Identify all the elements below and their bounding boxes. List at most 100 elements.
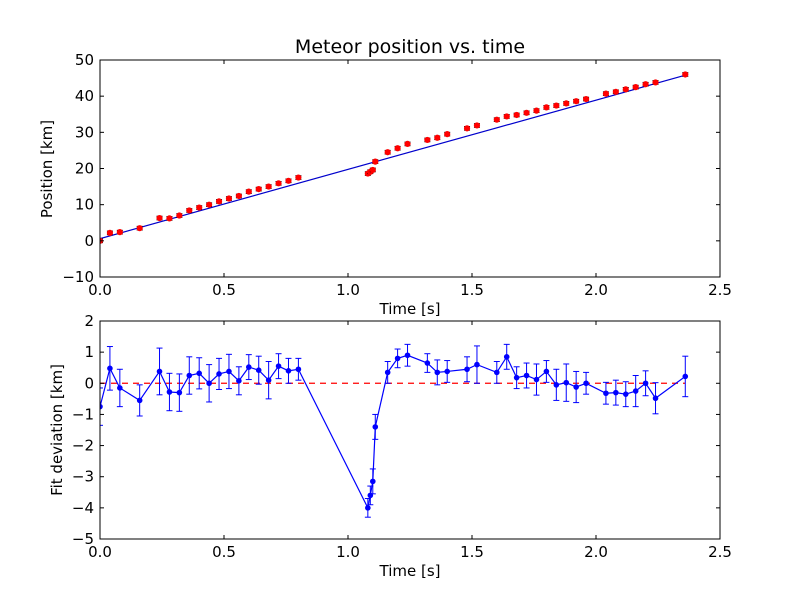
- position-point: [196, 204, 203, 211]
- position-point: [206, 201, 213, 208]
- deviation-y-tick-label: 0: [84, 374, 94, 392]
- position-point: [513, 111, 520, 119]
- deviation-y-tick-label: 1: [84, 343, 94, 361]
- position-marker: [225, 195, 233, 202]
- position-marker: [116, 229, 123, 236]
- position-marker: [156, 214, 163, 222]
- deviation-point: [367, 492, 374, 499]
- position-chart: Meteor position vs. time 0.0 0.5 1.0 1.5 2.0…: [38, 36, 732, 318]
- position-point: [612, 88, 619, 95]
- deviation-point: [206, 380, 212, 387]
- position-point: [116, 229, 123, 236]
- position-point: [503, 113, 510, 120]
- position-point: [553, 102, 560, 109]
- deviation-point: [265, 377, 272, 383]
- deviation-point: [523, 372, 530, 379]
- deviation-point: [563, 379, 570, 386]
- position-point: [235, 192, 242, 200]
- deviation-point: [295, 366, 302, 373]
- position-x-tick-label: 0.0: [88, 281, 112, 299]
- position-point: [369, 166, 376, 174]
- deviation-point: [156, 368, 163, 375]
- position-marker: [424, 136, 431, 144]
- position-marker: [106, 229, 114, 236]
- deviation-point: [464, 366, 470, 373]
- position-point: [265, 183, 272, 190]
- position-x-tick-label: 1.5: [460, 281, 484, 299]
- position-marker: [404, 140, 411, 148]
- deviation-y-tick-label: −3: [72, 468, 94, 486]
- deviation-point: [176, 389, 183, 396]
- deviation-point: [255, 367, 262, 374]
- position-point: [463, 125, 471, 132]
- deviation-point: [196, 370, 202, 377]
- deviation-point: [216, 371, 222, 377]
- position-point: [424, 136, 431, 144]
- position-point: [533, 107, 540, 114]
- position-point: [372, 158, 379, 165]
- position-marker: [196, 204, 203, 211]
- deviation-x-tick-label: 0.0: [88, 543, 112, 561]
- position-marker: [473, 122, 481, 129]
- position-y-tick-label: 50: [75, 51, 94, 69]
- deviation-point: [372, 424, 379, 430]
- position-y-tick-label: 40: [75, 87, 94, 105]
- position-point: [285, 177, 292, 184]
- position-point: [394, 145, 401, 152]
- position-x-tick-label: 2.5: [708, 281, 732, 299]
- position-point: [215, 198, 223, 205]
- position-marker: [235, 192, 242, 200]
- position-marker: [543, 104, 550, 111]
- position-marker: [285, 177, 292, 184]
- deviation-point: [533, 376, 540, 383]
- position-marker: [622, 86, 629, 93]
- deviation-point: [503, 354, 510, 360]
- deviation-point: [136, 397, 143, 404]
- position-point: [682, 71, 689, 78]
- deviation-point: [513, 374, 520, 381]
- deviation-point: [100, 403, 103, 410]
- deviation-point: [365, 505, 371, 511]
- position-x-tick-label: 2.0: [584, 281, 608, 299]
- position-marker: [176, 212, 183, 219]
- position-marker: [434, 134, 441, 141]
- position-point: [602, 90, 610, 97]
- position-point: [444, 131, 451, 138]
- position-point: [404, 140, 411, 148]
- position-marker: [372, 158, 379, 165]
- position-point: [136, 225, 143, 232]
- deviation-y-tick-label: −2: [72, 437, 94, 455]
- deviation-point: [226, 368, 232, 375]
- position-marker: [612, 88, 619, 95]
- position-point: [543, 104, 550, 111]
- position-marker: [255, 186, 262, 193]
- deviation-axes: 0.0 0.5 1.0 1.5 2.0 2.5 −5 −4 −3 −2 −1 0 1 2: [72, 312, 732, 561]
- position-marks: [100, 71, 689, 244]
- position-point: [156, 214, 163, 222]
- position-marker: [533, 107, 540, 114]
- position-marker: [444, 131, 451, 138]
- position-marker: [384, 149, 391, 156]
- deviation-point: [553, 382, 560, 388]
- deviation-plot-area: [100, 343, 689, 518]
- deviation-point: [186, 372, 193, 379]
- position-point: [622, 86, 629, 93]
- deviation-point: [444, 368, 451, 375]
- deviation-y-tick-label: 2: [84, 312, 94, 330]
- deviation-point: [285, 368, 292, 374]
- position-marker: [215, 198, 223, 205]
- deviation-y-tick-label: −4: [72, 499, 94, 517]
- position-point: [642, 81, 649, 88]
- deviation-x-tick-label: 0.5: [212, 543, 236, 561]
- deviation-point: [603, 390, 609, 397]
- position-marker: [642, 81, 649, 88]
- position-point: [295, 174, 302, 181]
- position-marker: [136, 225, 143, 232]
- position-marker: [573, 98, 580, 105]
- position-point: [573, 98, 580, 105]
- deviation-point: [434, 369, 441, 376]
- deviation-point: [652, 395, 659, 402]
- position-marker: [682, 71, 689, 78]
- deviation-point: [613, 389, 619, 396]
- deviation-point: [543, 368, 550, 375]
